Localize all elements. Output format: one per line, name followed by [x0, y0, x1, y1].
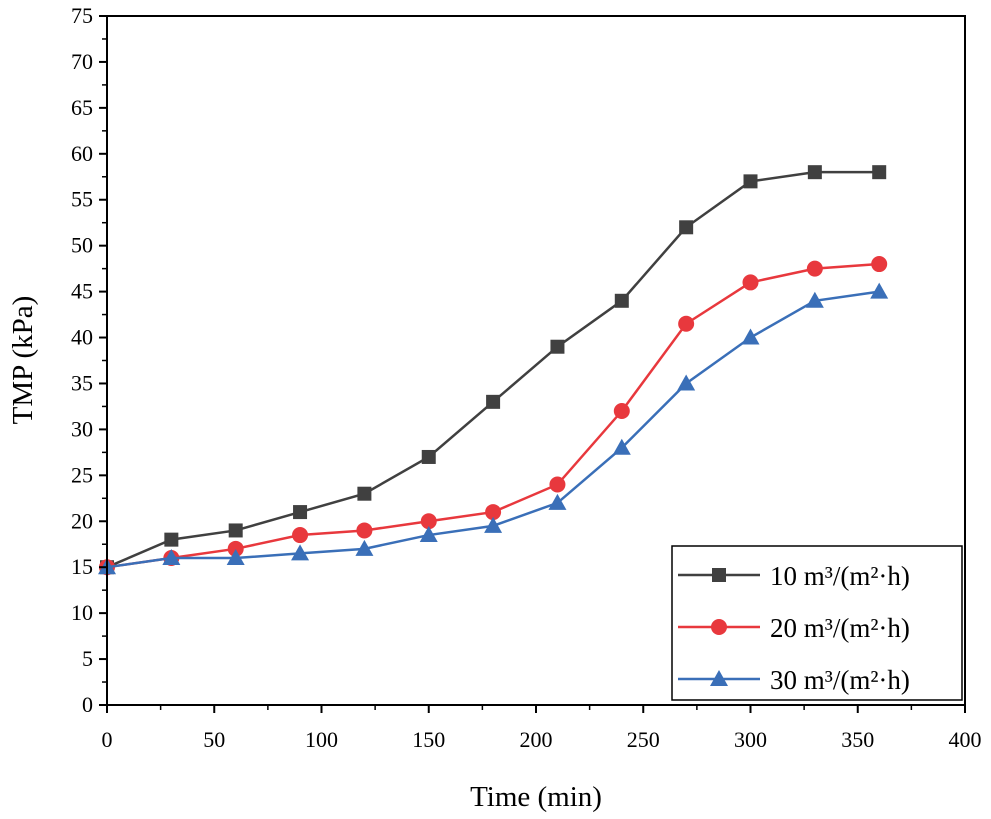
- x-tick-label: 300: [734, 727, 767, 752]
- data-point: [226, 549, 245, 566]
- data-point: [806, 260, 823, 277]
- data-point: [741, 328, 760, 345]
- data-point: [355, 539, 374, 556]
- data-point: [743, 174, 758, 189]
- y-tick-label: 75: [71, 3, 93, 28]
- legend-item: 20 m³/(m²·h): [678, 613, 910, 643]
- y-tick-label: 65: [71, 95, 93, 120]
- y-tick-label: 10: [71, 600, 93, 625]
- data-point: [421, 449, 436, 464]
- y-tick-label: 60: [71, 141, 93, 166]
- y-tick-label: 45: [71, 279, 93, 304]
- data-point: [805, 291, 824, 308]
- data-point: [356, 522, 373, 539]
- data-point: [678, 315, 695, 332]
- y-tick-label: 50: [71, 233, 93, 258]
- data-point: [420, 513, 437, 530]
- data-point: [549, 476, 566, 493]
- x-tick-label: 350: [841, 727, 874, 752]
- data-point: [292, 527, 309, 544]
- x-tick-label: 250: [627, 727, 660, 752]
- y-tick-label: 0: [82, 692, 93, 717]
- data-point: [872, 165, 887, 180]
- data-point: [679, 220, 694, 235]
- data-point: [807, 165, 822, 180]
- x-tick-label: 150: [412, 727, 445, 752]
- y-tick-label: 20: [71, 508, 93, 533]
- legend-label: 10 m³/(m²·h): [770, 561, 910, 591]
- data-point: [870, 282, 889, 299]
- data-point: [293, 505, 308, 520]
- legend-item: 30 m³/(m²·h): [678, 665, 910, 695]
- legend-label: 20 m³/(m²·h): [770, 613, 910, 643]
- x-tick-label: 0: [102, 727, 113, 752]
- data-point: [291, 544, 310, 561]
- data-point: [871, 256, 888, 273]
- data-point: [677, 374, 696, 391]
- data-point: [548, 493, 567, 510]
- y-tick-label: 30: [71, 416, 93, 441]
- y-tick-label: 15: [71, 554, 93, 579]
- series-3: [98, 282, 889, 575]
- data-point: [228, 523, 243, 538]
- y-tick-label: 40: [71, 325, 93, 350]
- data-point: [227, 540, 244, 557]
- data-point: [485, 504, 502, 521]
- legend-label: 30 m³/(m²·h): [770, 665, 910, 695]
- data-point: [357, 486, 372, 501]
- data-point: [486, 394, 501, 409]
- data-point: [614, 293, 629, 308]
- data-point: [550, 339, 565, 354]
- legend-marker: [711, 619, 727, 635]
- data-point: [162, 549, 181, 566]
- data-point: [484, 516, 503, 533]
- legend-marker: [710, 670, 728, 686]
- y-axis-title: TMP (kPa): [7, 296, 39, 425]
- y-tick-label: 55: [71, 187, 93, 212]
- data-point: [612, 438, 631, 455]
- x-tick-label: 100: [305, 727, 338, 752]
- legend-marker: [712, 568, 726, 582]
- x-tick-label: 50: [203, 727, 225, 752]
- data-point: [419, 526, 438, 543]
- legend: 10 m³/(m²·h) 20 m³/(m²·h) 30 m³/(m²·h): [671, 545, 963, 701]
- legend-item: 10 m³/(m²·h): [678, 561, 910, 591]
- y-tick-label: 25: [71, 462, 93, 487]
- y-tick-label: 70: [71, 49, 93, 74]
- series-1: [100, 165, 887, 575]
- x-tick-label: 200: [520, 727, 553, 752]
- x-axis-title: Time (min): [470, 781, 602, 813]
- data-point: [742, 274, 759, 291]
- series-2: [99, 256, 888, 576]
- data-point: [164, 532, 179, 547]
- y-tick-label: 35: [71, 370, 93, 395]
- data-point: [613, 403, 630, 420]
- y-tick-label: 5: [82, 646, 93, 671]
- x-tick-label: 400: [949, 727, 982, 752]
